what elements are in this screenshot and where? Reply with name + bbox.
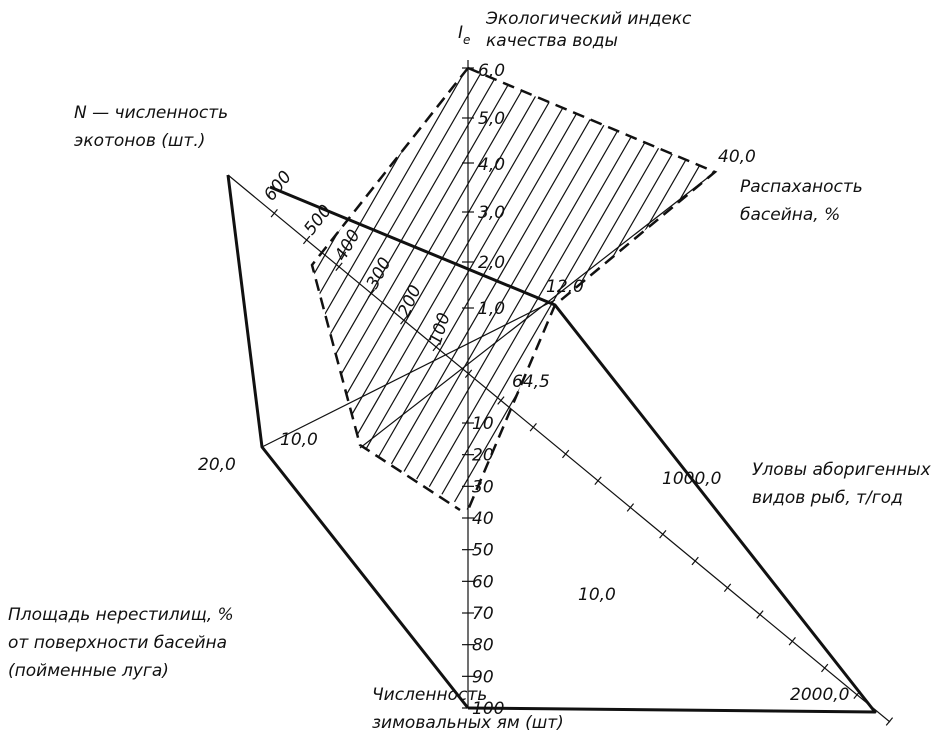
tick [659, 530, 667, 539]
tick [464, 369, 473, 378]
tick-label: 40 [472, 509, 494, 529]
tick [302, 235, 311, 245]
axis-label: экотонов (шт.) [74, 131, 205, 151]
tick-label: 500 [300, 201, 336, 239]
tick [400, 315, 408, 325]
tick-label: 20,0 [198, 455, 236, 475]
tick-label: 12,0 [546, 277, 584, 297]
tick-label: 400 [331, 226, 365, 264]
axis-label: Численность [372, 685, 487, 705]
hatch-line [727, 40, 952, 560]
hatch-line [312, 68, 603, 510]
tick-label: 3,0 [478, 203, 505, 223]
tick-label: 2000,0 [790, 685, 849, 705]
tick-label: 90 [472, 667, 494, 687]
tick-label: 60 [472, 572, 494, 592]
tick [335, 262, 343, 271]
hatch-line [312, 68, 484, 510]
tick [367, 289, 376, 298]
tick-label: 30 [472, 477, 494, 497]
tick-label: 80 [472, 636, 494, 656]
axis-label: Экологический индекс [485, 9, 692, 29]
dashed-outline [310, 67, 469, 512]
hatch-line [312, 68, 518, 510]
axis-label: видов рыб, т/год [752, 488, 903, 508]
tick [529, 423, 537, 432]
axis-label: от поверхности басейна [8, 633, 227, 653]
axis-label: N — численность [74, 103, 228, 123]
diagonal-axis [227, 174, 891, 723]
tick-label: 6,0 [478, 61, 505, 81]
hatch-line [829, 40, 952, 560]
outline [226, 174, 470, 709]
axis-line [261, 299, 556, 448]
hatch-line [386, 68, 688, 510]
outline [269, 185, 877, 714]
tick-label: 1000,0 [662, 469, 721, 489]
axis-label: Распаханость [740, 177, 863, 197]
tick-label: 100 [472, 699, 504, 719]
hatch-line [312, 68, 535, 510]
tick-label: 20 [472, 446, 494, 466]
hatch-line [692, 68, 715, 510]
hatch-line [488, 68, 715, 510]
hatch-line [744, 40, 952, 560]
annotation: 10,0 [578, 585, 616, 605]
hatch-line [312, 68, 552, 510]
tick [756, 610, 764, 619]
tick [788, 637, 796, 646]
tick [497, 396, 505, 405]
hatch-line [312, 68, 501, 510]
axis-label: Уловы аборигенных [752, 460, 932, 480]
tick-label: 2,0 [478, 253, 505, 273]
axis-label: зимовальных ям (шт) [372, 713, 564, 733]
tick [626, 503, 635, 512]
tick-label: 5,0 [478, 109, 505, 129]
tick-label: 40,0 [718, 147, 756, 167]
tick-label: 100 [426, 311, 455, 348]
hatch-line [812, 40, 952, 560]
tick [821, 663, 829, 673]
axis-label: басейна, % [740, 205, 840, 225]
axis-label: Площадь нерестилищ, % [8, 605, 234, 625]
hatch-line [795, 40, 952, 560]
tick-label: 70 [472, 604, 494, 624]
tick [853, 690, 861, 700]
tick-label: 10 [472, 414, 494, 434]
axis-line [359, 171, 716, 449]
hatch-line [778, 40, 952, 560]
axis-label: (пойменные луга) [8, 661, 169, 681]
tick [594, 476, 602, 485]
hatch-line [573, 68, 715, 510]
tick [691, 556, 699, 566]
hatch-line [863, 40, 952, 560]
ticks [270, 67, 894, 726]
tick-label: 600 [260, 167, 296, 205]
hatch-line [761, 40, 952, 560]
tick [562, 449, 570, 459]
ie-symbol: Ie [458, 23, 470, 47]
tick [723, 583, 732, 592]
tick [432, 342, 440, 352]
axis-label: качества воды [486, 31, 618, 51]
tick-label: 10,0 [280, 430, 318, 450]
tick-label: 4,0 [478, 155, 505, 175]
hatch-line [846, 40, 952, 560]
hatch-line [471, 68, 715, 510]
tick-label: 50 [472, 541, 494, 561]
hatch-line [709, 68, 715, 510]
tick-label: 1,0 [478, 299, 505, 319]
hatch-line [590, 68, 715, 510]
hatch-line [607, 68, 715, 510]
dashed-outline [466, 66, 718, 511]
tick [885, 717, 894, 726]
tick-label: 64,5 [512, 372, 550, 392]
tick [270, 208, 278, 218]
tick-label: 200 [394, 282, 425, 320]
